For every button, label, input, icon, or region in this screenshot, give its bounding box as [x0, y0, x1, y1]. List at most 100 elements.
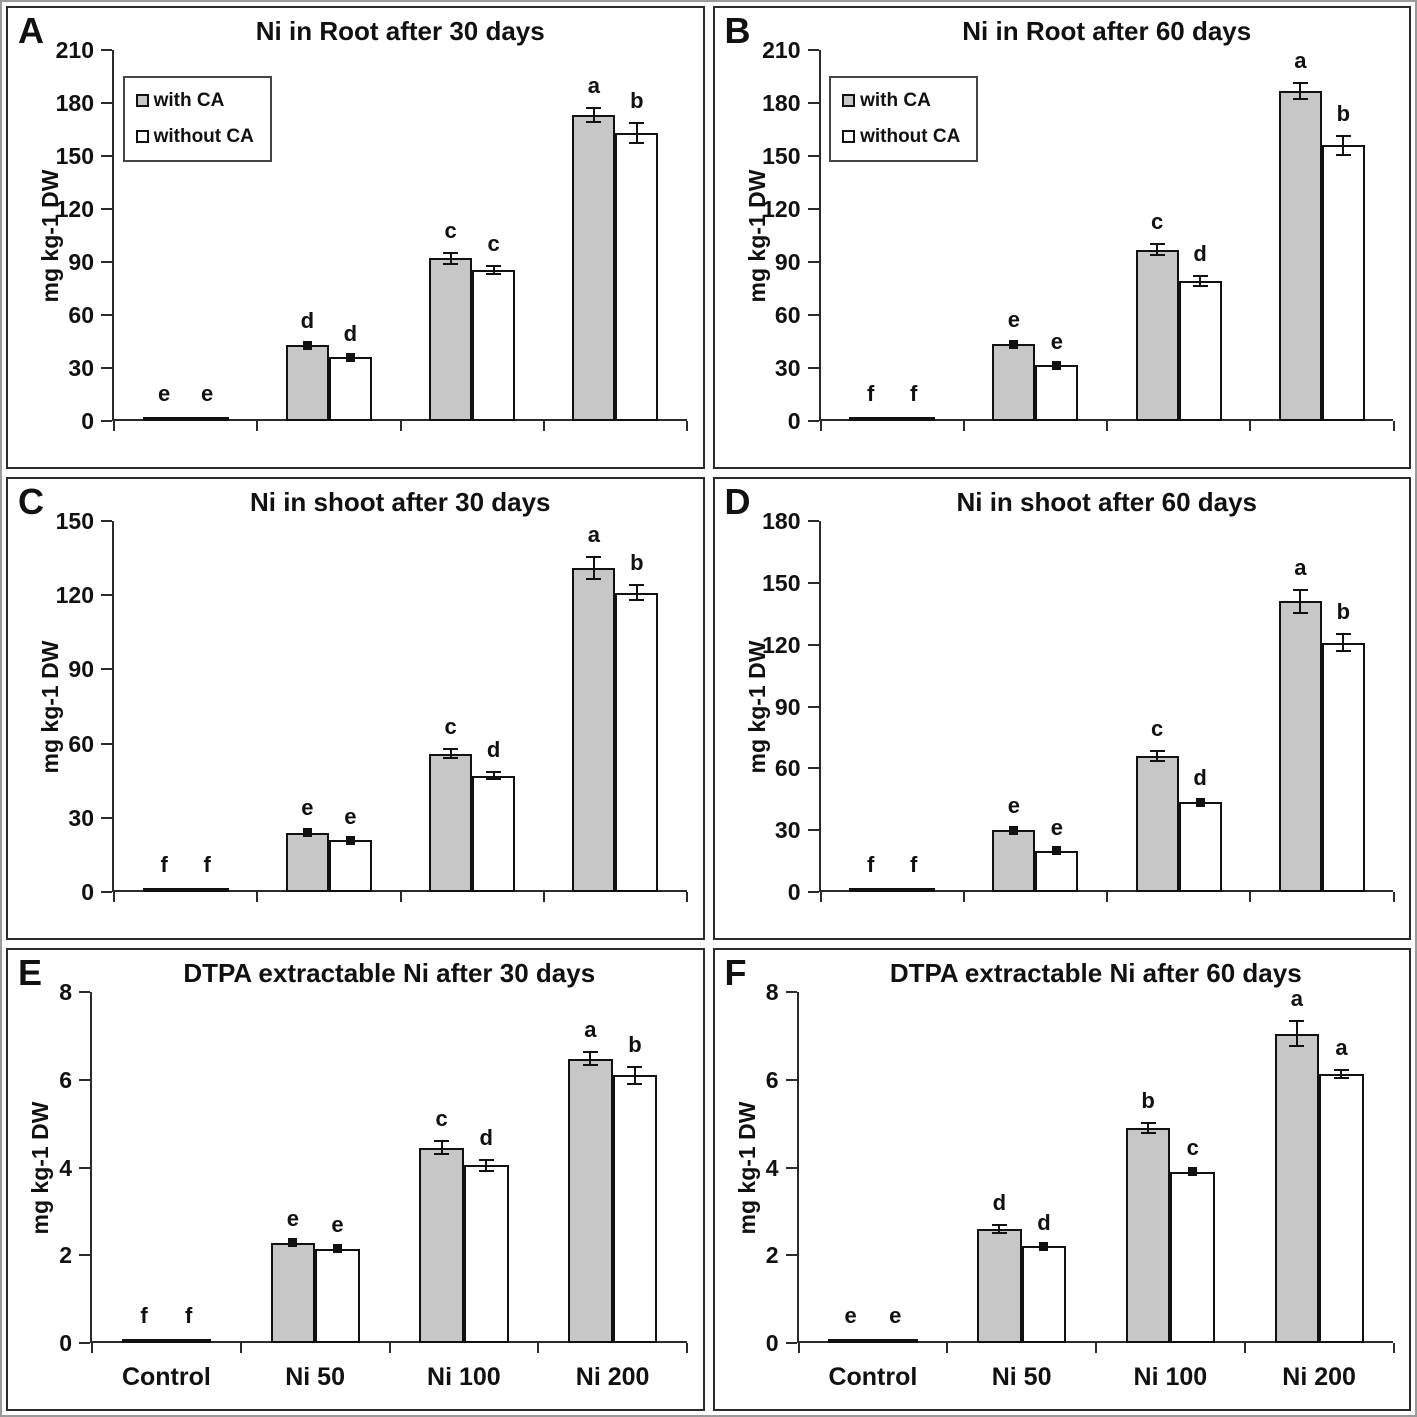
- y-tick: [101, 742, 112, 745]
- sig-letter-control-without-ca: f: [909, 852, 918, 877]
- x-tick: [946, 1343, 949, 1353]
- legend-item-with-ca: with CA: [842, 90, 960, 112]
- error-bar: [1147, 1122, 1150, 1134]
- error-cap-top: [1335, 134, 1351, 137]
- y-axis-label-b: mg kg-1 DW: [743, 169, 770, 302]
- sig-letter-ni-50-with-ca: d: [300, 307, 315, 333]
- bar-without-ca-ni-50: [1035, 365, 1079, 421]
- error-cap-bottom: [1289, 1044, 1305, 1047]
- y-tick-label: 0: [787, 879, 801, 905]
- sig-letter-control-without-ca: e: [889, 1303, 902, 1328]
- error-marker: [302, 828, 312, 838]
- y-tick-label: 120: [762, 631, 801, 658]
- panel-b: B Ni in Root after 60 days mg kg-1 DW 0 3…: [712, 6, 1411, 469]
- panel-c: C Ni in shoot after 30 days mg kg-1 DW 0…: [6, 477, 705, 940]
- bar-with-ca-ni-100: [429, 753, 473, 892]
- sig-letter-control-with-ca: f: [866, 852, 875, 877]
- error-cap-bottom: [1149, 254, 1165, 257]
- plot-area-b: 0 30 60 90 120 150 180 210 f f e e c d a b with CA withou…: [762, 37, 1395, 434]
- y-tick: [807, 581, 819, 584]
- bar-without-ca-control: [892, 417, 936, 421]
- sig-letter-ni-50-without-ca: d: [343, 320, 358, 346]
- bar-without-ca-ni-200: [1319, 1074, 1364, 1343]
- error-cap-top: [1292, 81, 1308, 84]
- bar-without-ca-ni-50: [1035, 850, 1079, 892]
- plot-area-f: 0 2 4 6 8 e e Control d d Ni 50 b c Ni 100 a a Ni 200: [766, 979, 1395, 1391]
- y-tick: [807, 314, 819, 316]
- bar-with-ca-control: [142, 417, 186, 421]
- y-tick: [101, 816, 112, 819]
- error-marker: [1188, 1167, 1198, 1177]
- y-tick-label: 180: [762, 90, 801, 116]
- y-tick-label: 30: [774, 355, 801, 381]
- error-bar: [1340, 1069, 1343, 1079]
- legend-label: without CA: [153, 125, 254, 147]
- sig-letter-ni-200-without-ca: b: [1336, 599, 1351, 625]
- error-bar: [449, 748, 452, 759]
- bar-with-ca-ni-50: [285, 345, 329, 421]
- error-cap-bottom: [627, 1083, 643, 1086]
- bar-without-ca-ni-200: [615, 133, 659, 421]
- y-tick: [101, 155, 112, 157]
- y-tick: [79, 1078, 90, 1081]
- x-tick: [113, 421, 115, 431]
- sig-letter-ni-50-with-ca: d: [992, 1189, 1007, 1215]
- panel-letter-f: F: [724, 952, 747, 993]
- sig-letter-ni-200-with-ca: a: [587, 521, 600, 547]
- x-category-label-ni-200: Ni 200: [575, 1363, 650, 1391]
- error-cap-bottom: [586, 578, 602, 581]
- chart-title-c: Ni in shoot after 30 days: [249, 487, 551, 517]
- y-axis-label-c: mg kg-1 DW: [37, 640, 63, 773]
- y-tick-label: 0: [81, 408, 94, 434]
- y-tick-label: 180: [762, 508, 801, 534]
- y-tick: [807, 261, 819, 263]
- error-bar: [1295, 1021, 1298, 1046]
- y-tick-label: 0: [59, 1330, 72, 1356]
- sig-letter-control-with-ca: e: [844, 1303, 857, 1328]
- error-bar: [589, 1052, 592, 1066]
- y-tick: [79, 1166, 90, 1169]
- x-category-label-ni-50: Ni 50: [285, 1363, 345, 1391]
- sig-letter-ni-50-with-ca: e: [1007, 792, 1020, 818]
- x-tick: [1392, 892, 1395, 902]
- y-tick: [807, 891, 819, 893]
- chart-title-d: Ni in shoot after 60 days: [956, 487, 1258, 517]
- sig-letter-ni-100-with-ca: b: [1141, 1087, 1155, 1113]
- bar-with-ca-ni-100: [1125, 1128, 1171, 1343]
- error-bar: [633, 1066, 636, 1085]
- sig-letter-control-with-ca: f: [160, 852, 168, 877]
- y-tick-label: 60: [774, 302, 801, 328]
- x-tick: [399, 421, 402, 431]
- y-tick: [101, 314, 112, 316]
- x-category-label-control: Control: [121, 1363, 211, 1391]
- y-tick: [79, 1254, 90, 1257]
- y-axis-label-e: mg kg-1 DW: [27, 1101, 53, 1234]
- bar-without-ca-ni-50: [328, 840, 372, 892]
- panel-e: E DTPA extractable Ni after 30 days mg k…: [6, 948, 705, 1411]
- y-tick-label: 180: [55, 90, 94, 116]
- x-category-label-ni-100: Ni 100: [1133, 1363, 1208, 1391]
- error-cap-bottom: [586, 121, 602, 124]
- error-cap-bottom: [1149, 760, 1165, 763]
- x-tick: [686, 421, 688, 431]
- error-cap-top: [1292, 589, 1308, 592]
- x-tick: [239, 1343, 242, 1353]
- y-tick-label: 30: [774, 817, 801, 844]
- x-tick: [399, 892, 402, 902]
- error-cap-bottom: [1333, 1077, 1349, 1080]
- error-bar: [1299, 82, 1302, 99]
- y-tick-label: 60: [68, 730, 94, 757]
- sig-letter-control-with-ca: f: [140, 1303, 148, 1328]
- sig-letter-ni-50-without-ca: e: [344, 803, 357, 829]
- y-tick-label: 90: [68, 249, 94, 275]
- panel-a: A Ni in Root after 30 days mg kg-1 DW 0 3…: [6, 6, 705, 469]
- error-bar: [1342, 135, 1345, 156]
- chart-title-a: Ni in Root after 30 days: [255, 16, 545, 46]
- sig-letter-ni-200-without-ca: b: [628, 1031, 642, 1057]
- y-tick-label: 150: [55, 143, 94, 169]
- bar-without-ca-ni-100: [463, 1165, 509, 1343]
- legend-box: with CA without CA: [122, 75, 272, 162]
- x-tick: [542, 421, 545, 431]
- x-category-label-ni-200: Ni 200: [1282, 1363, 1356, 1391]
- legend-item-with-ca: with CA: [135, 90, 254, 112]
